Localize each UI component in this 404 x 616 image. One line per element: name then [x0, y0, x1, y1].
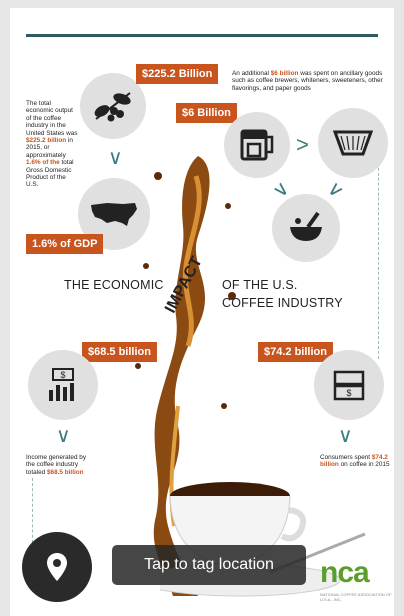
coffee-plant-circle	[80, 73, 146, 139]
chevron-icon: ∨	[322, 177, 349, 203]
tag-225-billion: $225.2 Billion	[136, 64, 219, 84]
svg-text:$: $	[60, 370, 65, 380]
wallet-money-icon: $	[333, 370, 365, 401]
title-us: OF THE U.S.	[222, 278, 298, 292]
arrow-right-icon: >	[296, 132, 309, 157]
title-economic: THE ECONOMIC	[64, 278, 164, 292]
coffee-brewer-circle	[224, 112, 290, 178]
tag-gdp: 1.6% of GDP	[26, 234, 104, 254]
coffee-plant-icon	[94, 92, 131, 122]
title-coffee-industry: COFFEE INDUSTRY	[222, 296, 343, 310]
coffee-filter-circle	[318, 108, 388, 178]
consumers-text: Consumers spent $74.2 billion on coffee …	[320, 454, 390, 469]
income-text: Income generated by the coffee industry …	[26, 454, 87, 476]
coffee-filter-icon	[333, 130, 373, 156]
nca-logo: nca	[320, 556, 370, 589]
connector-line	[350, 148, 379, 359]
tag-location-button[interactable]	[22, 532, 92, 602]
svg-text:$: $	[346, 388, 351, 398]
ancillary-text: An additional $6 billion was spent on an…	[232, 70, 383, 92]
header-rule	[26, 34, 378, 37]
money-chart-icon: $	[49, 368, 74, 401]
mortar-bowl-icon	[290, 211, 322, 241]
nca-logo-subtitle: NATIONAL COFFEE ASSOCIATION OF U.S.A., I…	[320, 592, 392, 602]
usa-map-icon	[91, 203, 137, 226]
chevron-down-icon: ∨	[56, 425, 71, 447]
coffee-brewer-icon	[240, 129, 274, 161]
tag-location-tooltip[interactable]: Tap to tag location	[112, 545, 306, 585]
sweetener-circle	[272, 194, 340, 262]
connector-line	[32, 478, 34, 548]
consumer-circle: $	[314, 350, 384, 420]
total-output-text: The total economic output of the coffee …	[26, 100, 78, 189]
chevron-down-icon: ∨	[108, 147, 123, 169]
map-pin-icon	[47, 553, 67, 581]
tag-74-billion: $74.2 billion	[258, 342, 333, 362]
income-circle: $	[28, 350, 98, 420]
tag-68-billion: $68.5 billion	[82, 342, 157, 362]
infographic-image: $225.2 Billion The total economic output…	[10, 8, 394, 616]
chevron-down-icon: ∨	[338, 425, 353, 447]
tag-6-billion: $6 Billion	[176, 103, 237, 123]
